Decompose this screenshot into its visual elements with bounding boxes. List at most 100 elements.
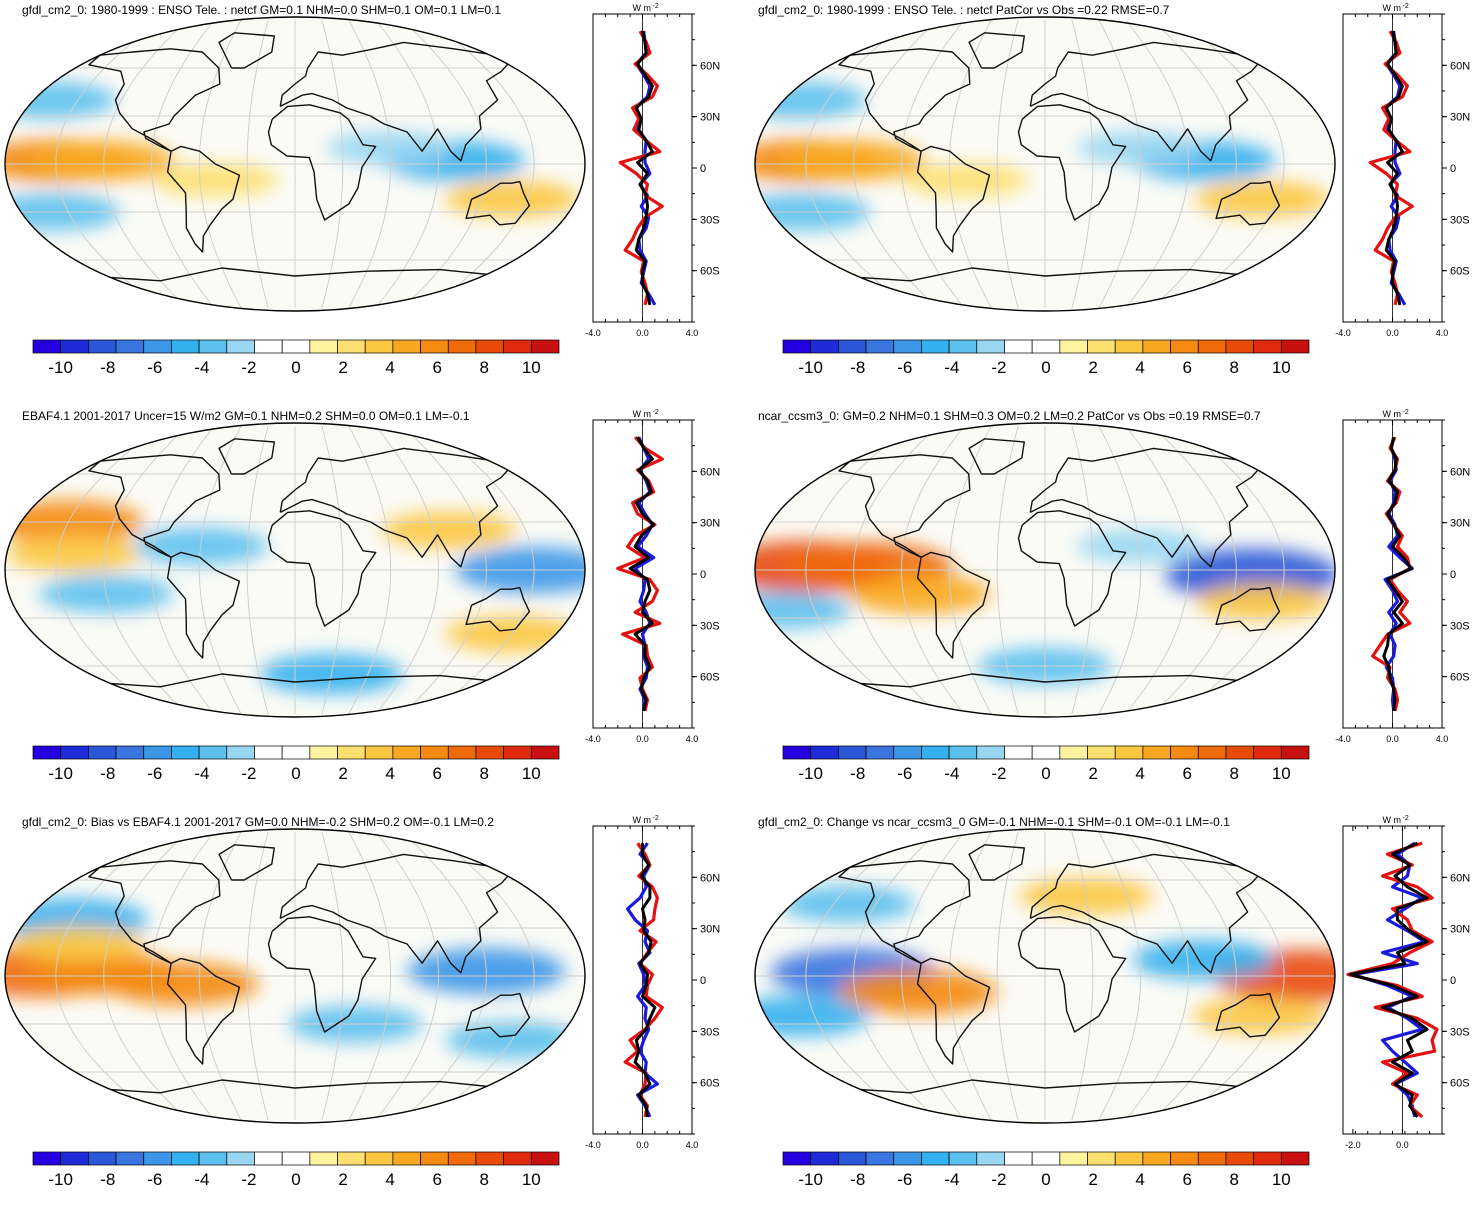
colorbar-swatch <box>948 1151 978 1166</box>
colorbar-swatch <box>198 339 228 354</box>
figure-panel: EBAF4.1 2001-2017 Uncer=15 W/m2 GM=0.1 N… <box>0 406 735 806</box>
coastline <box>88 860 221 964</box>
colorbar-swatch <box>32 339 62 354</box>
lat-tick-label: 30S <box>700 1026 720 1038</box>
units-superscript: -2 <box>1403 815 1409 822</box>
colorbar-swatch <box>32 1151 62 1166</box>
profile-x-tick: -4.0 <box>585 734 601 744</box>
coastline <box>1215 992 1281 1038</box>
colorbar-swatch <box>420 339 449 354</box>
profile-line-black <box>1384 30 1404 306</box>
colorbar-swatch <box>143 339 172 354</box>
figure-panel: ncar_ccsm3_0: GM=0.2 NHM=0.1 SHM=0.3 OM=… <box>750 406 1483 806</box>
units-superscript: -2 <box>653 815 659 822</box>
colorbar-swatch <box>893 1151 922 1166</box>
profile-line-black <box>1348 841 1429 1118</box>
colorbar-swatch <box>1142 339 1171 354</box>
lat-tick-label: 30N <box>1450 518 1470 530</box>
lat-tick-label: 30N <box>700 924 720 936</box>
coastline <box>86 1079 504 1094</box>
colorbar-label: -4 <box>944 764 959 783</box>
colorbar-swatch <box>503 1151 532 1166</box>
colorbar-swatch <box>171 745 200 760</box>
colorbar-swatch <box>1114 1151 1144 1166</box>
colorbar-swatch <box>392 1151 421 1166</box>
profile-x-tick: 0.0 <box>1396 1140 1409 1150</box>
colorbar-swatch <box>198 745 228 760</box>
lat-tick-label: 30S <box>700 214 720 226</box>
colorbar-label: 2 <box>1088 764 1097 783</box>
anomaly-blob <box>1194 180 1329 218</box>
colorbar-swatch <box>1059 1151 1088 1166</box>
map-plot <box>4 828 586 1124</box>
colorbar-swatch <box>810 339 839 354</box>
colorbar-swatch <box>60 745 89 760</box>
colorbar-label: 10 <box>522 1170 541 1189</box>
map-outline <box>4 828 586 1124</box>
coastline <box>838 860 971 964</box>
lat-tick-label: 0 <box>700 569 706 581</box>
colorbar-swatch <box>254 339 283 354</box>
colorbar-swatch <box>171 339 200 354</box>
colorbar-swatch <box>420 1151 449 1166</box>
map-plot <box>4 16 586 312</box>
colorbar-label: 4 <box>1135 764 1144 783</box>
coastline <box>86 267 504 282</box>
profile-x-tick: 4.0 <box>686 328 699 338</box>
panel-title: gfdl_cm2_0: Bias vs EBAF4.1 2001-2017 GM… <box>22 815 494 829</box>
coastline <box>166 551 241 659</box>
colorbar-label: -6 <box>897 764 912 783</box>
colorbar-label: -8 <box>100 1170 115 1189</box>
zonal-profile: 60N 30N 0 30S 60S -4.0 0.0 4.0 W m -2 <box>585 815 720 1150</box>
lat-tick-label: 30S <box>1450 620 1470 632</box>
panel-title: gfdl_cm2_0: 1980-1999 : ENSO Tele. : net… <box>22 3 502 17</box>
colorbar-swatch <box>1170 745 1199 760</box>
map-outline <box>754 828 1336 1124</box>
lat-tick-label: 60N <box>1450 872 1470 884</box>
lat-tick-label: 60N <box>1450 466 1470 478</box>
colorbar-label: 10 <box>1272 1170 1291 1189</box>
colorbar-label: 6 <box>1182 1170 1191 1189</box>
colorbar-label: -4 <box>194 1170 209 1189</box>
zonal-profile: 60N 30N 0 30S 60S -4.0 0.0 4.0 W m -2 <box>1335 409 1470 744</box>
colorbar-label: 0 <box>291 764 300 783</box>
coastline <box>218 438 275 475</box>
map-plot <box>754 16 1336 312</box>
colorbar-label: -8 <box>100 764 115 783</box>
colorbar-label: -4 <box>194 764 209 783</box>
colorbar-label: 2 <box>1088 358 1097 377</box>
colorbar-swatch <box>976 1151 1005 1166</box>
coastline <box>279 41 513 162</box>
colorbar-swatch <box>1004 1151 1033 1166</box>
lat-tick-label: 30S <box>700 620 720 632</box>
colorbar-label: -10 <box>798 764 823 783</box>
anomaly-blob <box>1196 583 1331 621</box>
coastline <box>916 551 991 659</box>
coastline <box>267 916 377 1033</box>
zonal-profile: 60N 30N 0 30S 60S -2.0 0.0 W m -2 <box>1342 815 1470 1150</box>
coastline <box>1017 916 1127 1033</box>
colorbar-swatch <box>921 339 950 354</box>
colorbar-label: 2 <box>338 764 347 783</box>
colorbar-swatch <box>337 1151 366 1166</box>
colorbar-swatch <box>948 339 978 354</box>
colorbar-swatch <box>32 745 62 760</box>
coastline <box>838 454 971 558</box>
anomaly-blob <box>1132 940 1275 980</box>
colorbar: -10 -8 -6 -4 -2 0 2 4 6 8 10 <box>32 745 560 783</box>
coastline <box>267 510 377 627</box>
units-label: W m <box>633 3 652 13</box>
lat-tick-label: 60N <box>1450 60 1470 72</box>
colorbar-swatch <box>1059 339 1088 354</box>
colorbar-label: -2 <box>991 358 1006 377</box>
colorbar-label: -8 <box>850 358 865 377</box>
anomaly-blob <box>381 511 516 549</box>
profile-x-tick: 0.0 <box>1386 328 1399 338</box>
coastline <box>465 992 531 1038</box>
colorbar-label: 8 <box>480 764 489 783</box>
profile-x-tick: 4.0 <box>1436 328 1449 338</box>
colorbar-swatch <box>893 339 922 354</box>
colorbar-swatch <box>337 339 366 354</box>
lat-tick-label: 60N <box>700 466 720 478</box>
colorbar-swatch <box>1197 339 1227 354</box>
